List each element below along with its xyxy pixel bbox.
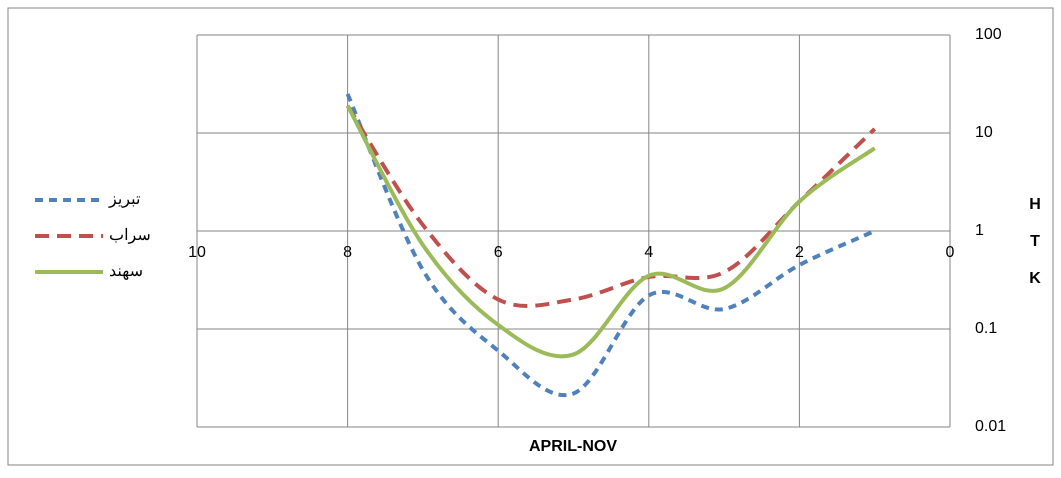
x-tick-label: 6 bbox=[494, 244, 503, 261]
x-tick-label: 8 bbox=[343, 244, 352, 261]
x-axis-title: APRIL-NOV bbox=[529, 438, 617, 455]
y-tick-label: 100 bbox=[975, 26, 1002, 43]
x-tick-label: 0 bbox=[946, 244, 955, 261]
y-tick-label: 10 bbox=[975, 124, 993, 141]
x-tick-label: 2 bbox=[795, 244, 804, 261]
legend-label: تبریز bbox=[108, 191, 140, 208]
data-line bbox=[345, 93, 876, 398]
data-line bbox=[345, 104, 876, 359]
y-tick-label: 1 bbox=[975, 222, 984, 239]
x-tick-label: 10 bbox=[188, 244, 206, 261]
y-axis-title: HTK bbox=[1027, 196, 1044, 307]
y-tick-label: 0.1 bbox=[975, 320, 997, 337]
chart-frame bbox=[7, 7, 1054, 466]
legend-label: سهند bbox=[109, 263, 143, 280]
x-tick-label: 4 bbox=[644, 244, 653, 261]
legend-label: سراب bbox=[109, 227, 151, 244]
y-tick-label: 0.01 bbox=[975, 418, 1006, 435]
